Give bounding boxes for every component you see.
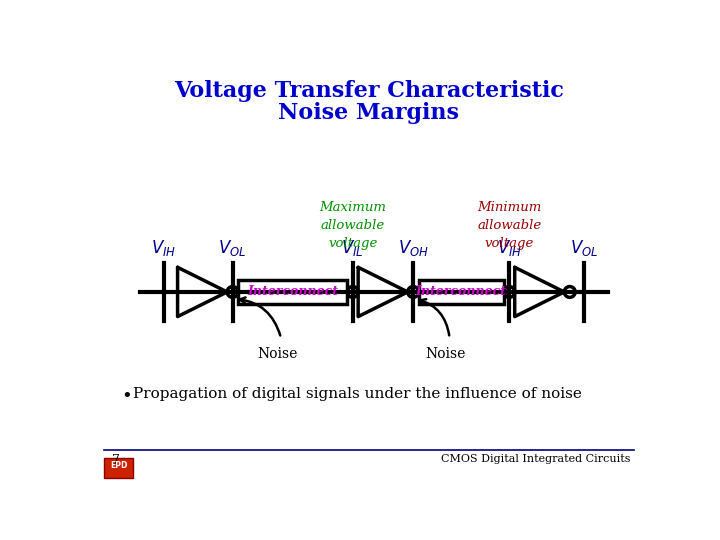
- Text: Propagation of digital signals under the influence of noise: Propagation of digital signals under the…: [132, 387, 582, 401]
- Text: Noise Margins: Noise Margins: [279, 102, 459, 124]
- Text: EPD: EPD: [110, 461, 127, 470]
- Polygon shape: [504, 287, 515, 298]
- Text: Interconnect: Interconnect: [415, 286, 507, 299]
- Text: Minimum
allowable
voltage: Minimum allowable voltage: [477, 201, 541, 251]
- Text: Noise: Noise: [257, 347, 297, 361]
- Text: $V_{IH}$: $V_{IH}$: [497, 238, 522, 258]
- Polygon shape: [228, 287, 238, 298]
- Text: CMOS Digital Integrated Circuits: CMOS Digital Integrated Circuits: [441, 455, 631, 464]
- FancyBboxPatch shape: [104, 457, 133, 477]
- Text: $V_{IH}$: $V_{IH}$: [151, 238, 176, 258]
- Polygon shape: [408, 287, 418, 298]
- Text: •: •: [121, 387, 132, 404]
- Text: $V_{OL}$: $V_{OL}$: [218, 238, 247, 258]
- Text: Voltage Transfer Characteristic: Voltage Transfer Characteristic: [174, 80, 564, 102]
- Text: Noise: Noise: [426, 347, 466, 361]
- Text: 7: 7: [112, 455, 120, 468]
- Text: $V_{OH}$: $V_{OH}$: [397, 238, 428, 258]
- Bar: [418, 280, 504, 303]
- Polygon shape: [347, 287, 358, 298]
- Text: $V_{IL}$: $V_{IL}$: [341, 238, 364, 258]
- Polygon shape: [564, 287, 575, 298]
- Text: Maximum
allowable
voltage: Maximum allowable voltage: [319, 201, 386, 251]
- Text: $V_{OL}$: $V_{OL}$: [570, 238, 598, 258]
- Bar: [238, 280, 347, 303]
- Text: Interconnect: Interconnect: [247, 286, 338, 299]
